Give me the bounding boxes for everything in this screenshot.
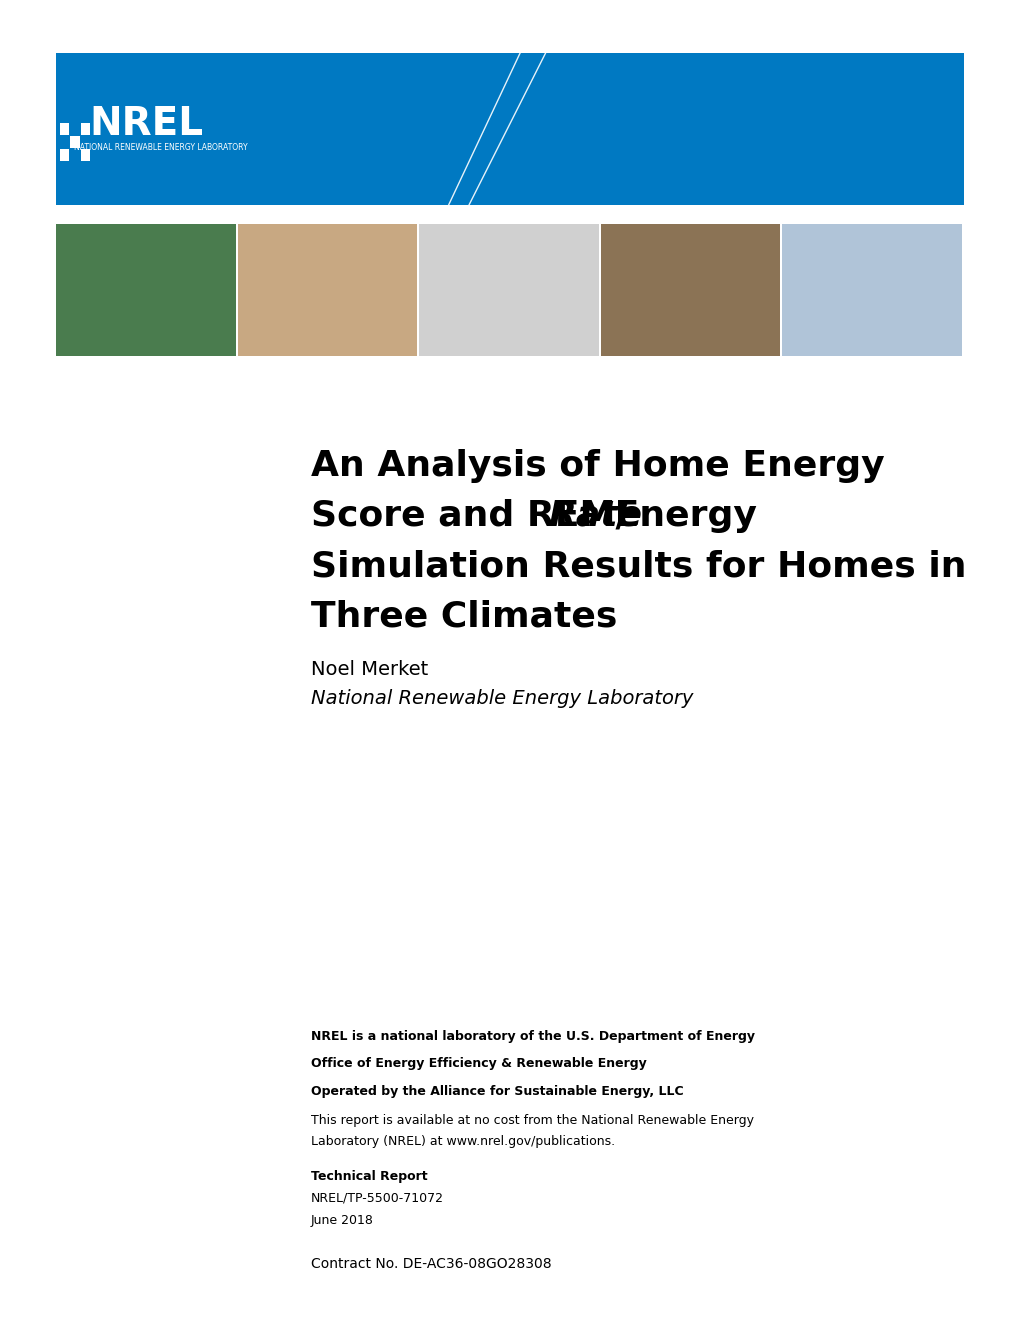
Text: Contract No. DE-AC36-08GO28308: Contract No. DE-AC36-08GO28308 <box>311 1257 551 1271</box>
Text: This report is available at no cost from the National Renewable Energy: This report is available at no cost from… <box>311 1114 753 1127</box>
Text: NREL/TP-5500-71072: NREL/TP-5500-71072 <box>311 1192 443 1205</box>
Text: Three Climates: Three Climates <box>311 599 616 634</box>
Text: National Renewable Energy Laboratory: National Renewable Energy Laboratory <box>311 689 693 708</box>
Bar <box>237 224 417 356</box>
Bar <box>600 224 780 356</box>
Bar <box>60 149 69 161</box>
Text: NREL: NREL <box>90 106 204 143</box>
Text: Energy: Energy <box>601 499 756 533</box>
Bar <box>56 224 235 356</box>
Text: NATIONAL RENEWABLE ENERGY LABORATORY: NATIONAL RENEWABLE ENERGY LABORATORY <box>74 144 248 152</box>
Text: Operated by the Alliance for Sustainable Energy, LLC: Operated by the Alliance for Sustainable… <box>311 1085 683 1098</box>
Text: Noel Merket: Noel Merket <box>311 660 428 678</box>
Bar <box>81 123 90 135</box>
Text: Simulation Results for Homes in: Simulation Results for Homes in <box>311 549 966 583</box>
Text: An Analysis of Home Energy: An Analysis of Home Energy <box>311 449 883 483</box>
Text: June 2018: June 2018 <box>311 1214 374 1228</box>
Bar <box>56 53 963 205</box>
Bar <box>81 149 90 161</box>
Text: Score and REM/: Score and REM/ <box>311 499 629 533</box>
Text: NREL is a national laboratory of the U.S. Department of Energy: NREL is a national laboratory of the U.S… <box>311 1030 754 1043</box>
Bar <box>60 123 69 135</box>
Text: Laboratory (NREL) at www.nrel.gov/publications.: Laboratory (NREL) at www.nrel.gov/public… <box>311 1135 614 1148</box>
Text: Office of Energy Efficiency & Renewable Energy: Office of Energy Efficiency & Renewable … <box>311 1057 646 1071</box>
Bar <box>782 224 961 356</box>
Text: Technical Report: Technical Report <box>311 1170 427 1183</box>
Text: Rate: Rate <box>547 499 641 533</box>
Bar <box>419 224 598 356</box>
Bar <box>70 136 79 148</box>
